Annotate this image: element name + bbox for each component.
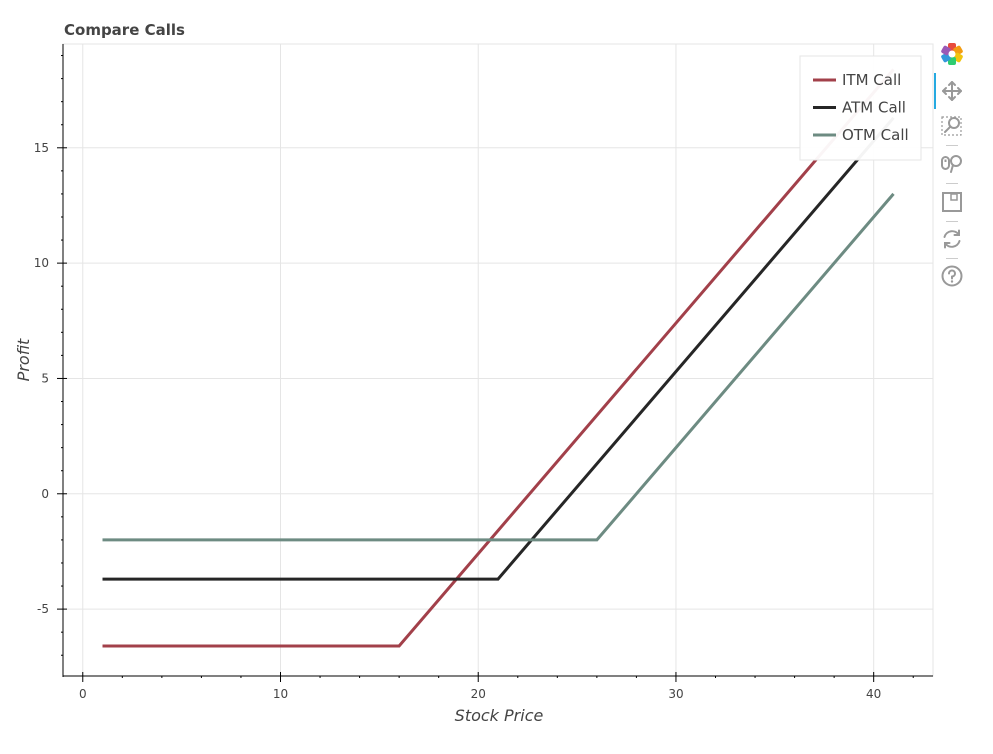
x-tick-label: 0 <box>79 687 87 701</box>
wheel-zoom-icon[interactable] <box>940 152 964 176</box>
series-lines <box>102 68 895 648</box>
x-tick-label: 40 <box>866 687 881 701</box>
toolbar-divider <box>946 183 958 184</box>
bokeh-logo-icon[interactable] <box>940 42 964 66</box>
legend-label: OTM Call <box>842 126 909 144</box>
y-tick-label: 10 <box>34 256 49 270</box>
series-line-1 <box>102 116 895 581</box>
y-tick-label: 15 <box>34 141 49 155</box>
legend: ITM Call ATM Call OTM Call <box>799 55 922 161</box>
help-icon[interactable] <box>940 264 964 288</box>
toolbar-divider <box>946 258 958 259</box>
toolbar-divider <box>946 145 958 146</box>
toolbar-divider <box>946 221 958 222</box>
series-line-0 <box>102 68 895 648</box>
chart-title: Compare Calls <box>64 21 185 39</box>
pan-icon[interactable] <box>940 79 964 103</box>
axes: 0 10 20 30 40 -5 0 5 10 15 <box>34 44 933 701</box>
legend-label: ITM Call <box>842 71 901 89</box>
box-zoom-icon[interactable] <box>940 114 964 138</box>
reset-icon[interactable] <box>940 227 964 251</box>
series-line-2 <box>102 192 895 542</box>
active-tool-indicator <box>934 73 936 109</box>
legend-label: ATM Call <box>842 99 906 117</box>
y-tick-label: 0 <box>41 487 49 501</box>
y-tick-label: -5 <box>37 602 49 616</box>
y-axis-label: Profit <box>14 338 33 381</box>
x-tick-label: 20 <box>471 687 486 701</box>
save-icon[interactable] <box>940 190 964 214</box>
x-tick-label: 30 <box>668 687 683 701</box>
x-axis-label: Stock Price <box>455 706 544 725</box>
x-tick-label: 10 <box>273 687 288 701</box>
y-tick-label: 5 <box>41 371 49 385</box>
